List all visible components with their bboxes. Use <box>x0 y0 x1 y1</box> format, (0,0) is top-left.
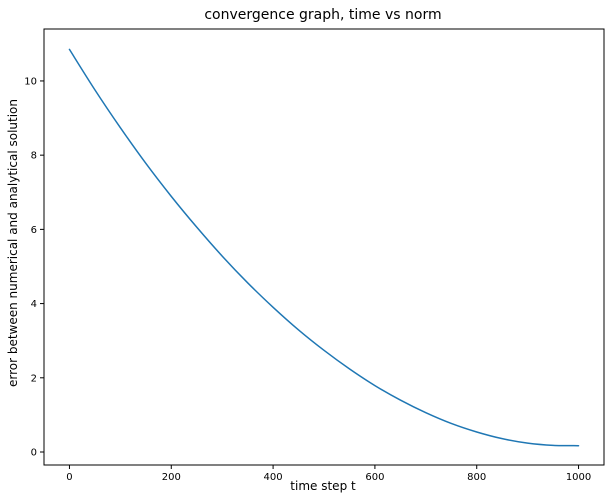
x-tick-label: 800 <box>467 472 486 483</box>
x-tick-label: 400 <box>264 472 283 483</box>
x-axis: 0 200 400 600 800 1000 <box>66 465 591 483</box>
x-tick-label: 1000 <box>566 472 591 483</box>
x-axis-label: time step t <box>290 479 356 493</box>
plot-frame <box>43 28 605 466</box>
y-axis: 0 2 4 6 8 10 <box>24 76 44 459</box>
chart-title: convergence graph, time vs norm <box>204 7 441 23</box>
series-line-0 <box>68 48 580 447</box>
series-layer <box>68 48 580 447</box>
y-tick-label: 6 <box>31 225 37 236</box>
y-tick-label: 8 <box>31 151 37 162</box>
y-tick-label: 4 <box>31 299 37 310</box>
x-tick-label: 600 <box>365 472 384 483</box>
plot-area: 0 200 400 600 800 1000 0 2 4 6 8 10 <box>24 28 605 483</box>
y-tick-label: 0 <box>31 448 37 459</box>
x-tick-label: 200 <box>162 472 181 483</box>
x-tick-label: 0 <box>66 472 72 483</box>
y-tick-label: 10 <box>24 76 37 87</box>
y-tick-label: 2 <box>31 373 37 384</box>
y-axis-label: error between numerical and analytical s… <box>6 99 20 387</box>
